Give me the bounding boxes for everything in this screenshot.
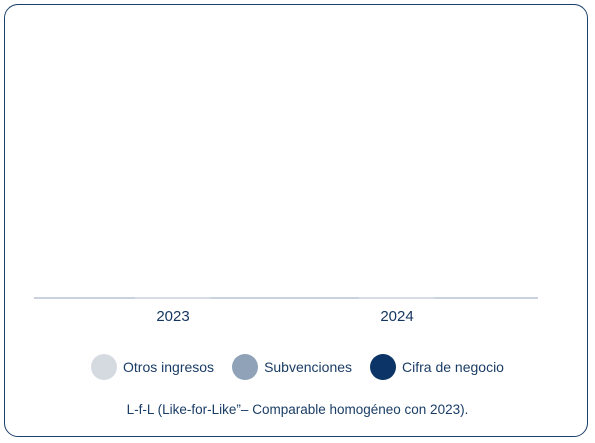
legend-label-otros-ingresos: Otros ingresos — [123, 359, 215, 375]
footnote: L-f-L (Like-for-Like”– Comparable homogé… — [126, 402, 469, 417]
legend-swatch-subvenciones — [232, 354, 259, 380]
legend-swatch-otros-ingresos — [91, 354, 118, 380]
x-tick-label-2024: 2024 — [380, 308, 413, 325]
legend-item-otros-ingresos: Otros ingresos — [91, 354, 214, 380]
legend-item-cifra-de-negocio: Cifra de negocio — [370, 354, 504, 380]
chart-legend: Otros ingresos Subvenciones Cifra de neg… — [0, 354, 595, 380]
legend-label-subvenciones: Subvenciones — [264, 359, 353, 375]
legend-label-cifra-de-negocio: Cifra de negocio — [402, 359, 504, 375]
legend-swatch-cifra-de-negocio — [370, 354, 397, 380]
legend-item-subvenciones: Subvenciones — [232, 354, 352, 380]
x-tick-label-2023: 2023 — [156, 308, 189, 325]
